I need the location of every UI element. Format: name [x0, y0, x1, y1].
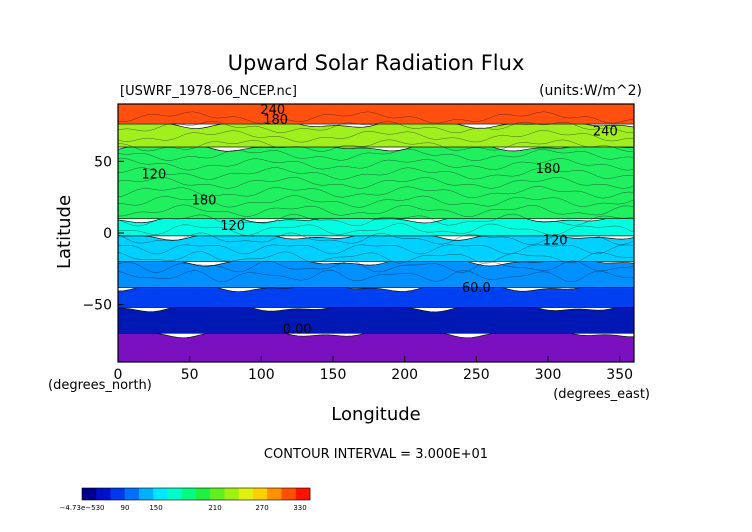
- colorbar-swatch: [295, 488, 311, 500]
- contour-label: 240: [593, 125, 618, 140]
- colorbar-swatch: [267, 488, 282, 500]
- heatmap-band: [117, 328, 635, 363]
- x-unit-label: (degrees_east): [553, 387, 650, 402]
- contour-line: [117, 157, 634, 171]
- colorbar-frame: [81, 487, 311, 501]
- x-tick-label: 200: [391, 367, 418, 383]
- contour-label: 120: [141, 168, 166, 183]
- colorbar-tick-label: 270: [255, 504, 268, 512]
- contour-label: 120: [543, 233, 568, 248]
- x-tick-label: 100: [248, 367, 275, 383]
- x-tick-label: 0: [114, 367, 123, 383]
- colorbar-swatch: [139, 488, 154, 500]
- colorbar-swatch: [153, 488, 168, 500]
- colorbar-swatch: [82, 488, 97, 500]
- colorbar-swatch: [96, 488, 111, 500]
- colorbar: −4.73e−530 90 150 210 270 330: [60, 487, 311, 512]
- chart-title: Upward Solar Radiation Flux: [228, 51, 525, 75]
- colorbar-tick-label: 150: [149, 504, 162, 512]
- contour-label: 60.0: [462, 281, 491, 296]
- x-tick-label: 350: [606, 367, 633, 383]
- colorbar-swatch: [210, 488, 225, 500]
- contour-line: [117, 251, 634, 264]
- colorbar-tick-label: −4.73e−530: [60, 504, 105, 512]
- contour-label: 0.00: [283, 322, 312, 337]
- contour-line: [117, 232, 634, 245]
- contour-line: [117, 269, 634, 283]
- x-tick-label: 50: [181, 367, 199, 383]
- colorbar-tick-label: 210: [208, 504, 221, 512]
- x-tick-label: 250: [463, 367, 490, 383]
- units-label: (units:W/m^2): [539, 83, 642, 99]
- contour-line: [117, 120, 634, 134]
- y-tick-label: 0: [103, 226, 112, 242]
- contour-interval-text: CONTOUR INTERVAL = 3.000E+01: [264, 447, 488, 462]
- y-tick-label: −50: [82, 298, 112, 314]
- contour-label: 180: [263, 113, 288, 128]
- contour-label: 240: [260, 103, 285, 118]
- colorbar-swatch: [124, 488, 140, 500]
- y-axis-label: Latitude: [54, 195, 75, 269]
- contour-line: [117, 167, 634, 180]
- heatmap-band: [117, 103, 635, 125]
- contour-label: 120: [220, 219, 245, 234]
- colorbar-swatch: [224, 488, 240, 500]
- contour-line: [117, 186, 634, 199]
- contour-line: [117, 177, 634, 189]
- colorbar-swatch: [281, 488, 297, 500]
- contour-line: [117, 111, 634, 124]
- colorbar-swatch: [238, 488, 254, 500]
- colorbar-tick-label: 90: [121, 504, 130, 512]
- colorbar-swatch: [181, 488, 197, 500]
- contour-line: [117, 260, 634, 273]
- contour-line: [117, 195, 634, 208]
- y-unit-label: (degrees_north): [48, 378, 152, 393]
- contour-label: 180: [536, 162, 561, 177]
- contour-label: 180: [192, 193, 217, 208]
- x-tick-label: 150: [320, 367, 347, 383]
- x-tick-label: 300: [535, 367, 562, 383]
- contour-line: [117, 148, 634, 161]
- contour-line: [117, 130, 634, 143]
- contour-line: [117, 204, 634, 218]
- colorbar-swatch: [110, 488, 126, 500]
- x-axis-label: Longitude: [331, 404, 421, 425]
- contour-line: [117, 213, 634, 227]
- contour-line: [117, 244, 634, 255]
- contour-line: [117, 139, 634, 152]
- colorbar-swatch: [167, 488, 183, 500]
- contour-line: [117, 223, 634, 236]
- colorbar-swatch: [196, 488, 211, 500]
- file-label: [USWRF_1978-06_NCEP.nc]: [120, 84, 297, 99]
- y-tick-label: 50: [94, 154, 112, 170]
- colorbar-swatch: [253, 488, 268, 500]
- colorbar-tick-label: 330: [293, 504, 306, 512]
